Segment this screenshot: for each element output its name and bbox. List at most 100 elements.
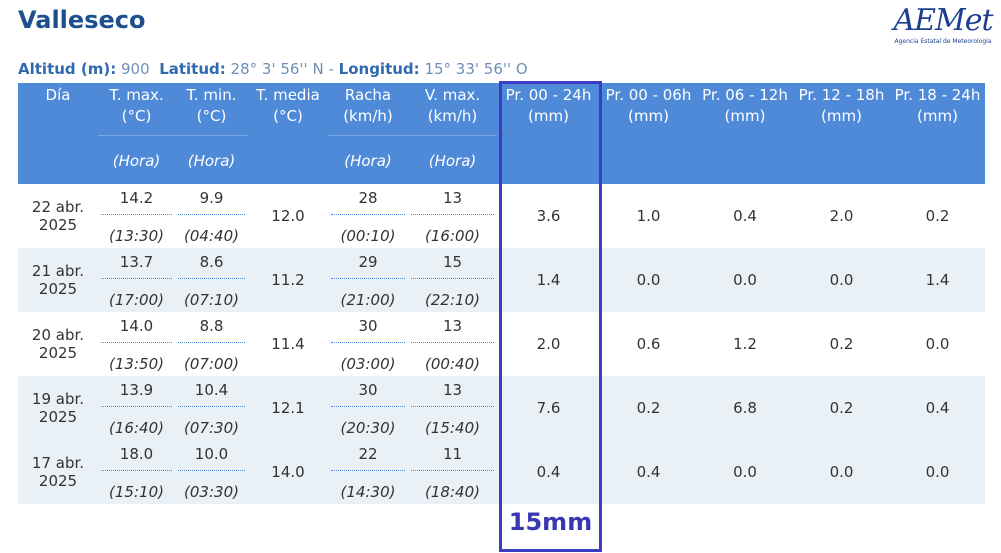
cell: 3.6 — [536, 207, 561, 225]
cell-value: 13.7 — [101, 248, 172, 279]
cell: 1.2 — [733, 335, 757, 353]
column-unit: (°C) — [121, 107, 152, 125]
column-header: Pr. 12 - 18h (mm) — [793, 83, 890, 184]
column-unit: (mm) — [628, 107, 669, 125]
column-title: Pr. 00 - 24h — [505, 86, 592, 104]
cell-value: 18.0 — [101, 440, 172, 471]
column-unit: (mm) — [917, 107, 958, 125]
cell: 15 (22:10) — [408, 248, 497, 312]
cell: 0.4 — [600, 440, 697, 504]
cell: 1.4 — [497, 248, 600, 312]
cell: 6.8 — [697, 376, 793, 440]
column-header: Día — [18, 83, 98, 184]
cell: 11.2 — [248, 248, 328, 312]
day-cell: 20 abr. 2025 — [31, 326, 85, 362]
cell-time: (15:10) — [109, 483, 164, 501]
cell-time: (13:50) — [109, 355, 164, 373]
column-unit: (°C) — [196, 107, 227, 125]
cell-value: 8.6 — [178, 248, 245, 279]
info-label: Longitud: — [338, 60, 420, 78]
table-row: 20 abr. 2025 14.0 (13:50) 8.8 (07:00) 11.4 30 (… — [18, 312, 985, 376]
column-header: V. max. (km/h) — [408, 83, 497, 136]
cell: 2.0 — [536, 335, 561, 353]
cell-time: (16:00) — [425, 227, 480, 245]
cell: 18.0 (15:10) — [98, 440, 175, 504]
cell-value: 10.4 — [178, 376, 245, 407]
cell-time: (17:00) — [109, 291, 164, 309]
cell-time: (04:40) — [184, 227, 239, 245]
cell-value: 10.0 — [178, 440, 245, 471]
cell-time: (07:10) — [184, 291, 239, 309]
cell: 1.0 — [636, 207, 661, 225]
cell-value: 15 — [411, 248, 494, 279]
cell: 0.4 — [497, 440, 600, 504]
day-cell: 17 abr. 2025 — [18, 440, 98, 504]
cell: 0.2 — [925, 207, 950, 225]
cell: 11.4 — [271, 335, 305, 353]
column-unit: (mm) — [528, 107, 569, 125]
cell: 0.0 — [600, 248, 697, 312]
logo: AEMet Agencia Estatal de Meteorología — [893, 4, 993, 46]
cell: 0.2 — [793, 376, 890, 440]
column-unit: (°C) — [273, 107, 303, 125]
column-unit: (mm) — [724, 107, 766, 125]
info-value: 15° 33' 56'' O — [424, 60, 528, 78]
column-header: T. min. (°C) — [175, 83, 248, 136]
column-header: Racha (km/h) — [328, 83, 408, 136]
day-cell: 19 abr. 2025 — [18, 376, 98, 440]
cell: 10.4 (07:30) — [175, 376, 248, 440]
column-subheader: (Hora) — [98, 135, 175, 184]
day-cell: 21 abr. 2025 — [18, 248, 98, 312]
column-title: Pr. 00 - 06h — [605, 86, 692, 104]
cell-time: (20:30) — [340, 419, 396, 437]
cell-value: 13 — [411, 312, 494, 343]
cell: 0.0 — [793, 248, 890, 312]
logo-subtitle: Agencia Estatal de Meteorología — [894, 38, 992, 45]
info-label: Latitud: — [159, 60, 226, 78]
cell-value: 30 — [331, 312, 405, 343]
cell: 0.0 — [697, 440, 793, 504]
column-header: Pr. 06 - 12h (mm) — [697, 83, 793, 184]
cell: 28 (00:10) — [328, 184, 408, 248]
info-value: 28° 3' 56'' N — [230, 60, 324, 78]
cell-time: (14:30) — [340, 483, 396, 501]
cell: 29 (21:00) — [328, 248, 408, 312]
column-title: T. media — [256, 86, 320, 104]
cell-value: 11 — [411, 440, 494, 471]
cell: 30 (20:30) — [328, 376, 408, 440]
cell: 2.0 — [829, 207, 854, 225]
cell-value: 28 — [331, 184, 405, 215]
cell: 0.4 — [890, 376, 985, 440]
cell-time: (22:10) — [425, 291, 480, 309]
highlight-box — [499, 81, 602, 552]
annotation: 15mm — [508, 508, 593, 536]
cell: 0.0 — [925, 335, 950, 353]
cell-value: 13 — [411, 184, 494, 215]
cell: 0.6 — [636, 335, 661, 353]
cell-time: (07:00) — [184, 355, 239, 373]
cell: 8.6 (07:10) — [175, 248, 248, 312]
info-separator: - — [328, 60, 334, 78]
cell: 13.7 (17:00) — [98, 248, 175, 312]
cell: 10.0 (03:30) — [175, 440, 248, 504]
cell-time: (13:30) — [109, 227, 164, 245]
cell-value: 22 — [331, 440, 405, 471]
column-title: Pr. 06 - 12h — [702, 86, 788, 104]
cell: 30 (03:00) — [328, 312, 408, 376]
column-unit: (km/h) — [343, 107, 393, 125]
cell-value: 30 — [331, 376, 405, 407]
cell: 11 (18:40) — [408, 440, 497, 504]
cell: 14.0 — [248, 440, 328, 504]
cell-value: 14.0 — [101, 312, 172, 343]
column-header: Pr. 18 - 24h (mm) — [890, 83, 985, 184]
day-cell: 22 abr. 2025 — [31, 198, 85, 234]
table-row: 19 abr. 2025 13.9 (16:40) 10.4 (07:30) 12.1 30… — [18, 376, 985, 440]
cell: 0.0 — [697, 248, 793, 312]
cell-time: (21:00) — [340, 291, 396, 309]
cell: 0.2 — [829, 335, 854, 353]
column-unit: (mm) — [821, 107, 862, 125]
column-title: Pr. 18 - 24h — [894, 86, 981, 104]
column-header: Pr. 00 - 24h (mm) — [497, 83, 600, 184]
column-header: T. media (°C) — [248, 83, 328, 184]
cell: 13.9 (16:40) — [98, 376, 175, 440]
